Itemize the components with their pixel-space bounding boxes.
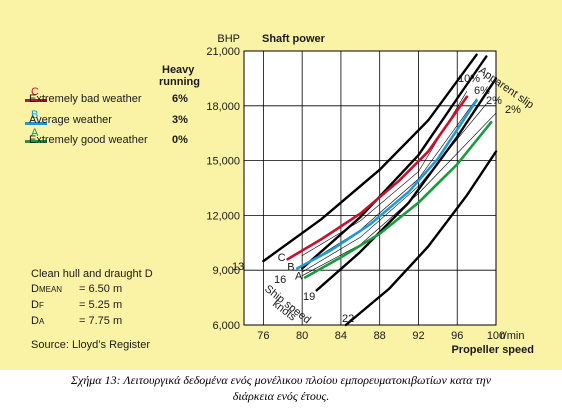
- series-line-a: [303, 120, 493, 279]
- x-tick-label-4: 92: [412, 330, 424, 342]
- series-letter-c: C: [278, 252, 286, 264]
- slip-label-1: 6%: [474, 85, 490, 97]
- ship-speed-label-22-3: 22: [342, 313, 354, 325]
- series-letter-a: A: [295, 271, 303, 283]
- slip-label-3: 2%: [505, 104, 521, 116]
- plot-area: [244, 51, 496, 325]
- ship-speed-line-1: [301, 55, 488, 270]
- y-tick-label-0: 6,000: [212, 320, 240, 332]
- ship-speed-line-2: [315, 77, 498, 292]
- chart-svg: 76 80 84 88 92 96 100 6,000 9,000 12,000 15,000 18,…: [206, 33, 535, 356]
- chart-title: Shaft power: [262, 33, 326, 45]
- series-line-b: [296, 99, 478, 270]
- x-unit-label: r/min: [500, 330, 524, 342]
- x-tick-label-3: 88: [374, 330, 386, 342]
- caption-line1: Σχήμα 13: Λειτουργικά δεδομένα ενός μονέ…: [70, 373, 492, 387]
- y-axis-label: BHP: [217, 33, 240, 45]
- ship-speed-label-13-0: 13: [232, 261, 244, 273]
- plot-frame: [243, 50, 497, 326]
- ship-speed-line-3: [344, 150, 498, 327]
- figure-caption: Σχήμα 13: Λειτουργικά δεδομένα ενός μονέ…: [0, 372, 562, 404]
- slip-line-1: [302, 98, 477, 267]
- y-tick-label-1: 9,000: [212, 265, 240, 277]
- x-tick-label-2: 84: [335, 330, 347, 342]
- x-tick-label-5: 96: [451, 330, 463, 342]
- ship-speed-label-19-2: 19: [303, 291, 315, 303]
- slip-line-3: [302, 112, 497, 276]
- x-tick-label-1: 80: [296, 330, 308, 342]
- slip-label-2: 2%: [486, 95, 502, 107]
- y-tick-label-3: 15,000: [206, 156, 240, 168]
- series-letter-b: B: [287, 261, 294, 273]
- ship-speed-label-16-1: 16: [274, 274, 286, 286]
- x-axis-label: Propeller speed: [451, 344, 534, 356]
- series-line-c: [286, 95, 469, 261]
- x-tick-label-6: 100: [487, 330, 505, 342]
- y-tick-label-2: 12,000: [206, 210, 240, 222]
- slip-label-0: 10%: [458, 73, 480, 85]
- x-tick-label-0: 76: [257, 330, 269, 342]
- y-tick-label-5: 21,000: [206, 46, 240, 58]
- y-tick-label-4: 18,000: [206, 101, 240, 113]
- ship-speed-line-0: [262, 53, 478, 263]
- caption-line2: διάρκεια ενός έτους.: [232, 389, 330, 403]
